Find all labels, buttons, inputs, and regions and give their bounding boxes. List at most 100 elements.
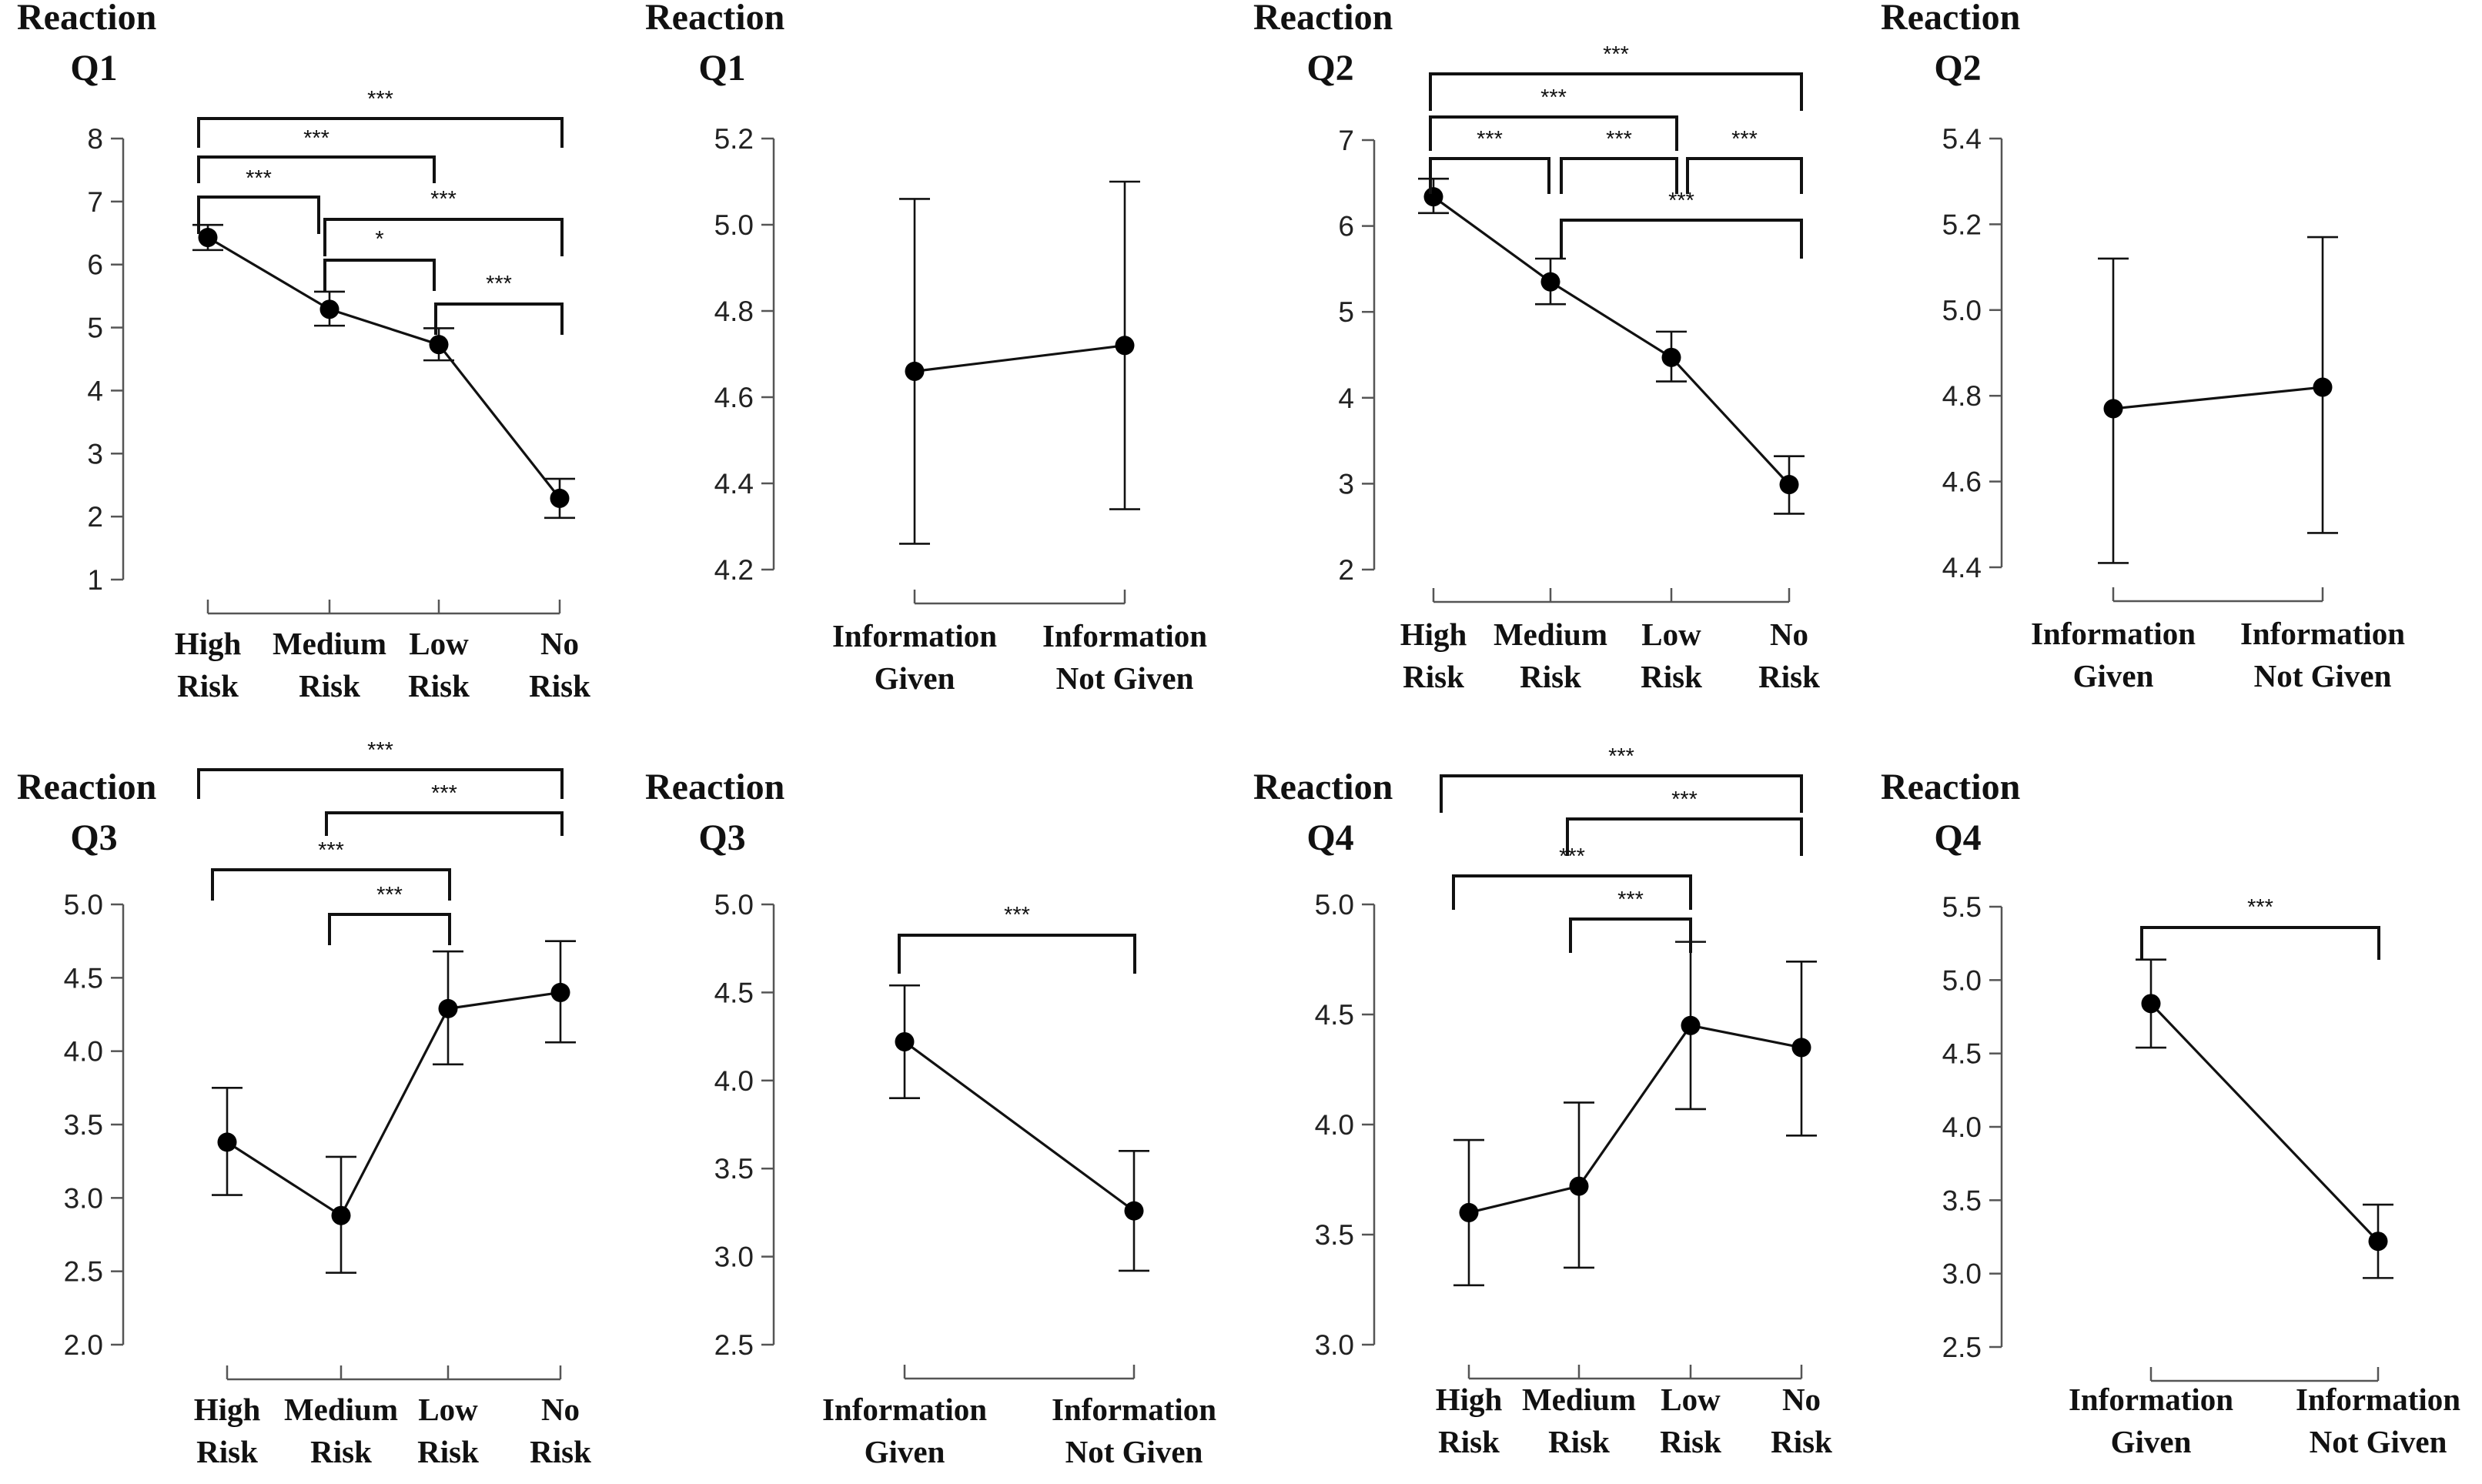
chart-panel-2: Reaction Q1 4.2 4.4 4.6 4.8 5.0 5.2 Information G… [645, 0, 1207, 696]
significance-label: *** [430, 187, 457, 212]
x-category-label-line1: Low [418, 1392, 478, 1427]
panel-title-line2: Q3 [698, 817, 745, 858]
y-tick-label: 5.0 [714, 889, 754, 921]
panel-title-line1: Reaction [1253, 767, 1393, 807]
data-point [1569, 1176, 1589, 1196]
significance-label: *** [376, 883, 403, 907]
y-tick-label: 3.5 [1315, 1219, 1354, 1251]
y-tick-label: 6 [87, 249, 103, 281]
series-line [226, 991, 561, 1218]
data-point [550, 982, 570, 1002]
y-tick-label: 3.0 [1315, 1329, 1354, 1361]
y-tick-label: 5.0 [714, 209, 754, 241]
x-category-label-line1: Information [2031, 616, 2196, 651]
y-tick-label: 2.5 [1942, 1332, 1982, 1363]
x-category-label-line2: Risk [1641, 659, 1702, 694]
x-category-label-line1: Medium [1522, 1382, 1636, 1417]
x-category-label-line2: Risk [408, 668, 470, 704]
significance-bracket [1429, 157, 1550, 194]
x-category-label-line1: No [541, 1392, 580, 1427]
x-category-label-line1: High [1436, 1382, 1503, 1417]
data-point [550, 488, 570, 508]
series-line [207, 236, 561, 500]
y-tick-label: 3.0 [714, 1242, 754, 1273]
data-point [2141, 994, 2161, 1014]
significance-bracket [197, 155, 436, 183]
significance-bracket [1569, 917, 1692, 953]
data-point [1459, 1202, 1479, 1222]
y-tick-label: 3.0 [64, 1182, 103, 1214]
y-tick-label: 4.5 [714, 977, 754, 1008]
panel-title-line1: Reaction [1881, 767, 2020, 807]
y-tick-label: 5.4 [1942, 123, 1982, 155]
significance-label: *** [1617, 887, 1644, 912]
y-tick-label: 5.0 [1942, 964, 1982, 996]
y-tick-label: 4 [87, 375, 103, 406]
data-point [905, 361, 925, 381]
y-tick-label: 2 [87, 501, 103, 533]
x-category-label-line2: Given [865, 1434, 945, 1469]
significance-label: *** [1671, 787, 1698, 812]
significance-bracket [1686, 157, 1803, 194]
significance-bracket [323, 259, 436, 291]
y-tick-label: 4.6 [1942, 466, 1982, 498]
series-line [914, 344, 1126, 373]
y-tick-label: 4.0 [1942, 1111, 1982, 1143]
y-tick-label: 5 [87, 313, 103, 344]
significance-bracket [434, 302, 564, 335]
significance-bracket [197, 196, 320, 234]
y-tick-label: 4.8 [1942, 380, 1982, 412]
y-tick-label: 5.5 [1942, 891, 1982, 923]
y-tick-label: 3.0 [1942, 1258, 1982, 1290]
significance-label: *** [1668, 189, 1694, 213]
y-tick-label: 4.5 [1942, 1038, 1982, 1070]
series-line [1468, 1024, 1802, 1214]
x-category-label-line1: High [175, 626, 242, 661]
data-point [1540, 272, 1560, 292]
data-point [429, 335, 449, 355]
data-point [319, 299, 340, 319]
x-category-label-line2: Risk [1548, 1424, 1610, 1459]
significance-label: *** [2247, 895, 2273, 920]
y-tick-label: 3.5 [64, 1109, 103, 1141]
panel-title-line1: Reaction [1253, 0, 1393, 38]
x-category-label-line1: Information [822, 1392, 987, 1427]
series-line [904, 1041, 1135, 1212]
data-point [217, 1132, 237, 1152]
panel-title-line2: Q2 [1934, 48, 1981, 89]
data-point [1124, 1201, 1144, 1221]
y-tick-label: 4.0 [1315, 1109, 1354, 1141]
y-tick-label: 2 [1338, 554, 1354, 586]
y-tick-label: 7 [1338, 125, 1354, 156]
y-tick-label: 5.0 [1315, 889, 1354, 921]
series-line [1433, 196, 1791, 486]
y-tick-label: 8 [87, 123, 103, 155]
panel-title-line2: Q4 [1934, 817, 1981, 858]
significance-label: *** [367, 738, 393, 763]
y-tick-label: 4.6 [714, 382, 754, 413]
chart-panel-1: Reaction Q1 1 2 3 4 5 6 7 8 High Risk Medium Risk Low R… [17, 0, 590, 704]
x-category-label-line1: No [1770, 617, 1808, 652]
y-tick-label: 4.4 [714, 468, 754, 500]
y-tick-label: 4.8 [714, 296, 754, 327]
significance-label: *** [1606, 127, 1632, 152]
x-category-label-line2: Risk [177, 668, 239, 704]
x-category-label-line1: High [194, 1392, 261, 1427]
y-tick-label: 4.4 [1942, 552, 1982, 583]
y-tick-label: 2.0 [64, 1329, 103, 1361]
x-category-label-line1: Information [2069, 1382, 2233, 1417]
x-category-label-line2: Risk [1438, 1424, 1500, 1459]
data-point [1779, 475, 1799, 495]
series-line [2149, 1002, 2380, 1242]
panel-title-line2: Q1 [698, 48, 745, 89]
significance-label: *** [246, 166, 272, 191]
significance-bracket [1429, 72, 1803, 111]
y-tick-label: 5 [1338, 296, 1354, 328]
significance-label: *** [1559, 844, 1585, 869]
significance-bracket [1566, 817, 1803, 856]
x-category-label-line2: Risk [1520, 659, 1581, 694]
x-category-label-line2: Risk [529, 668, 590, 704]
data-point [895, 1031, 915, 1051]
x-category-label-line2: Risk [1403, 659, 1464, 694]
y-tick-label: 3.5 [1942, 1185, 1982, 1216]
